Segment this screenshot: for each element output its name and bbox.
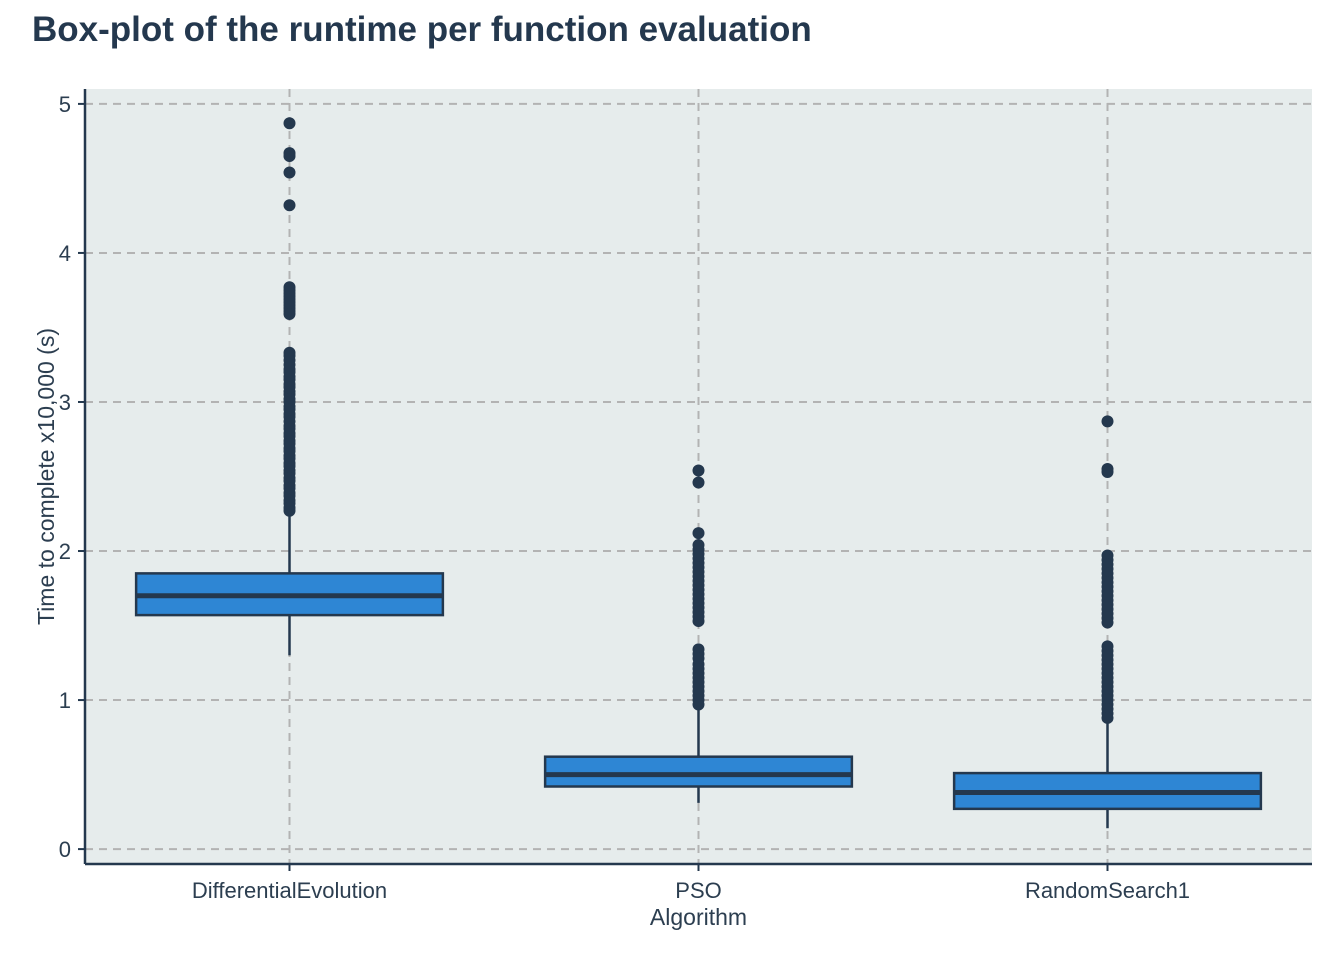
outlier-point	[692, 615, 705, 628]
box-iqr	[543, 755, 854, 788]
outlier-point	[1101, 711, 1114, 724]
outlier-point	[283, 117, 296, 130]
outlier-point	[1101, 415, 1114, 428]
outlier-point	[692, 476, 705, 489]
x-axis-title: Algorithm	[650, 904, 747, 930]
y-tick-label: 0	[59, 837, 71, 862]
x-tick-label: DifferentialEvolution	[192, 878, 387, 903]
y-tick-label: 2	[59, 539, 71, 564]
outlier-point	[1101, 466, 1114, 479]
x-tick-label: RandomSearch1	[1025, 878, 1190, 903]
boxes	[134, 117, 1263, 829]
outlier-point	[1101, 616, 1114, 629]
outlier-point	[283, 199, 296, 212]
outlier-point	[692, 527, 705, 540]
outlier-point	[283, 308, 296, 321]
box-DifferentialEvolution	[134, 117, 445, 656]
axes: 0 1 2 3 4 5 DifferentialEvolution PSO RandomSear…	[59, 89, 1312, 903]
y-tick-label: 4	[59, 241, 71, 266]
outlier-point	[692, 464, 705, 477]
y-tick-label: 5	[59, 92, 71, 117]
outlier-point	[283, 150, 296, 163]
y-axis-title: Time to complete x10,000 (s)	[33, 328, 59, 625]
outlier-point	[692, 698, 705, 711]
outlier-point	[283, 166, 296, 179]
x-tick-label: PSO	[675, 878, 721, 903]
y-tick-label: 1	[59, 688, 71, 713]
chart-title: Box-plot of the runtime per function eva…	[32, 10, 812, 49]
y-tick-label: 3	[59, 390, 71, 415]
box-PSO	[543, 464, 854, 803]
outlier-point	[283, 504, 296, 517]
box-RandomSearch1	[952, 415, 1263, 829]
